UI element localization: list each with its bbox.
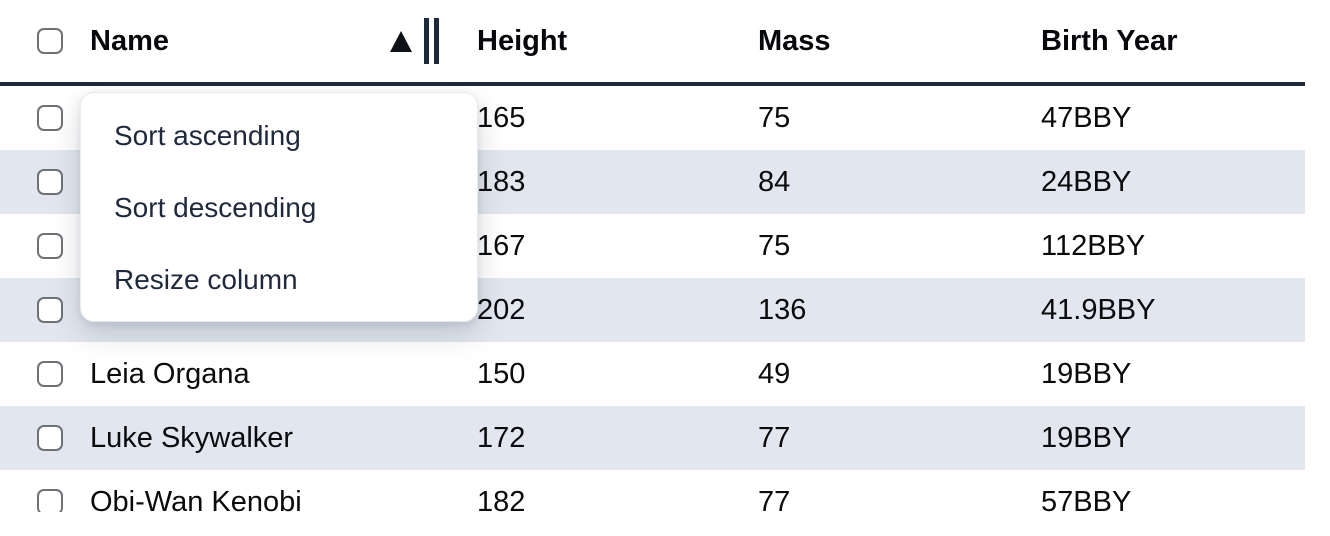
cell-birth-year: 24BBY [1041, 165, 1132, 198]
cell-birth-year: 112BBY [1041, 229, 1146, 262]
data-table: Name Height Mass Birth Year 165 75 47BBY… [0, 0, 1330, 512]
row-checkbox-cell [0, 361, 90, 387]
select-all-checkbox[interactable] [37, 28, 63, 54]
cell-name: Obi-Wan Kenobi [90, 485, 302, 513]
row-checkbox-cell [0, 233, 90, 259]
cell-birth-year: 19BBY [1041, 357, 1132, 390]
table-row: Leia Organa 150 49 19BBY [0, 342, 1305, 406]
menu-item-sort-ascending[interactable]: Sort ascending [114, 120, 301, 151]
cell-name: Luke Skywalker [90, 421, 294, 454]
cell-mass: 77 [758, 485, 791, 513]
table-body: 165 75 47BBY 183 84 24BBY 167 75 112BBY … [0, 86, 1330, 512]
table-row: 167 75 112BBY [0, 214, 1305, 278]
cell-birth-year: 57BBY [1041, 485, 1132, 513]
table-row: 165 75 47BBY [0, 86, 1305, 150]
row-checkbox-cell [0, 105, 90, 131]
cell-birth-year: 19BBY [1041, 421, 1132, 454]
cell-height: 165 [477, 101, 526, 134]
cell-mass: 136 [758, 293, 807, 326]
row-checkbox[interactable] [37, 233, 63, 259]
cell-mass: 49 [758, 357, 791, 390]
row-checkbox[interactable] [37, 425, 63, 451]
column-header-birth-year[interactable]: Birth Year [1041, 24, 1178, 57]
cell-birth-year: 47BBY [1041, 101, 1132, 134]
column-header-name-label: Name [90, 24, 169, 57]
cell-height: 172 [477, 421, 526, 454]
menu-item-sort-descending[interactable]: Sort descending [114, 192, 317, 223]
cell-height: 183 [477, 165, 526, 198]
column-resize-handle-icon[interactable] [424, 18, 439, 64]
row-checkbox-cell [0, 425, 90, 451]
column-header-mass[interactable]: Mass [758, 24, 831, 57]
cell-mass: 77 [758, 421, 791, 454]
row-checkbox-cell [0, 297, 90, 323]
cell-mass: 84 [758, 165, 791, 198]
column-header-height[interactable]: Height [477, 24, 568, 57]
cell-height: 202 [477, 293, 526, 326]
row-checkbox[interactable] [37, 169, 63, 195]
row-checkbox[interactable] [37, 361, 63, 387]
cell-height: 182 [477, 485, 526, 513]
table-row: Luke Skywalker 172 77 19BBY [0, 406, 1305, 470]
cell-mass: 75 [758, 101, 791, 134]
row-checkbox[interactable] [37, 489, 63, 512]
row-checkbox[interactable] [37, 105, 63, 131]
cell-height: 150 [477, 357, 526, 390]
column-context-menu: Sort ascending Sort descending Resize co… [80, 92, 478, 322]
row-checkbox-cell [0, 169, 90, 195]
table-row: 202 136 41.9BBY [0, 278, 1305, 342]
row-checkbox[interactable] [37, 297, 63, 323]
cell-name: Leia Organa [90, 357, 250, 390]
header-checkbox-cell [0, 28, 90, 54]
menu-item-resize-column[interactable]: Resize column [114, 264, 298, 295]
cell-height: 167 [477, 229, 526, 262]
table-header-row: Name Height Mass Birth Year [0, 0, 1305, 86]
table-row: Obi-Wan Kenobi 182 77 57BBY [0, 470, 1305, 512]
cell-birth-year: 41.9BBY [1041, 293, 1156, 326]
sort-ascending-icon [390, 30, 412, 52]
row-checkbox-cell [0, 489, 90, 512]
cell-mass: 75 [758, 229, 791, 262]
column-header-name[interactable]: Name [90, 0, 477, 82]
